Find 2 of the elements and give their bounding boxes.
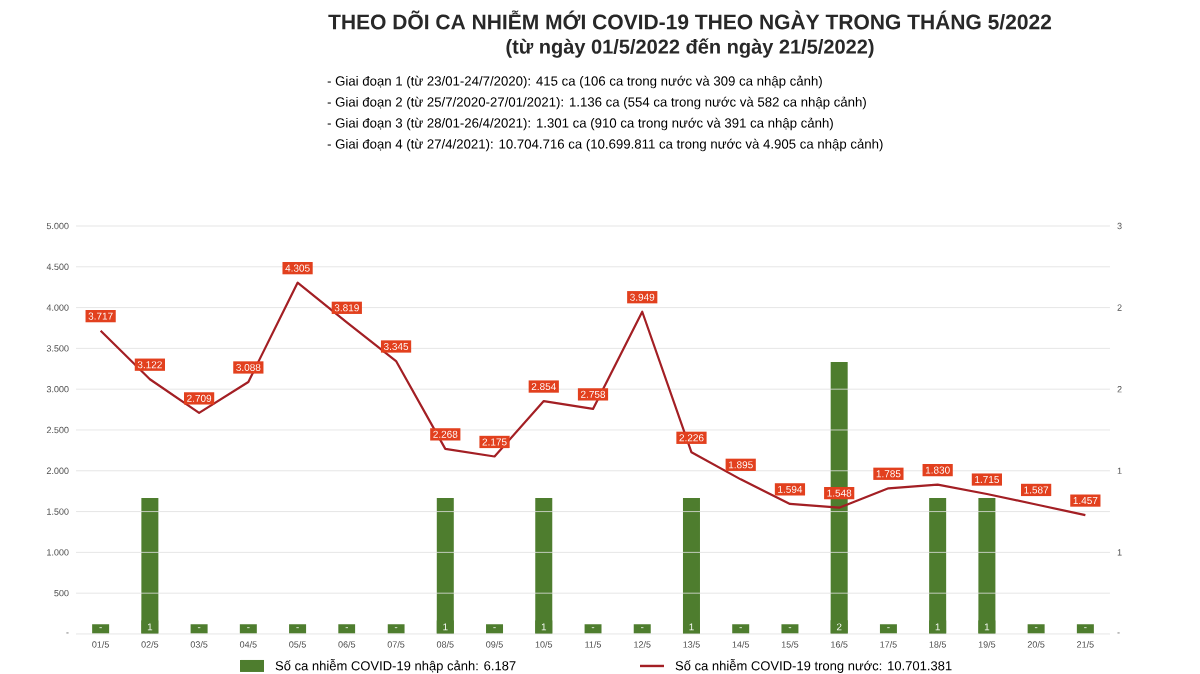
chart-subtitle: (từ ngày 01/5/2022 đến ngày 21/5/2022) <box>506 38 874 58</box>
chart-title: THEO DÕI CA NHIỄM MỚI COVID-19 THEO NGÀY TRONG THÁNG 5/2022 <box>328 10 1052 30</box>
